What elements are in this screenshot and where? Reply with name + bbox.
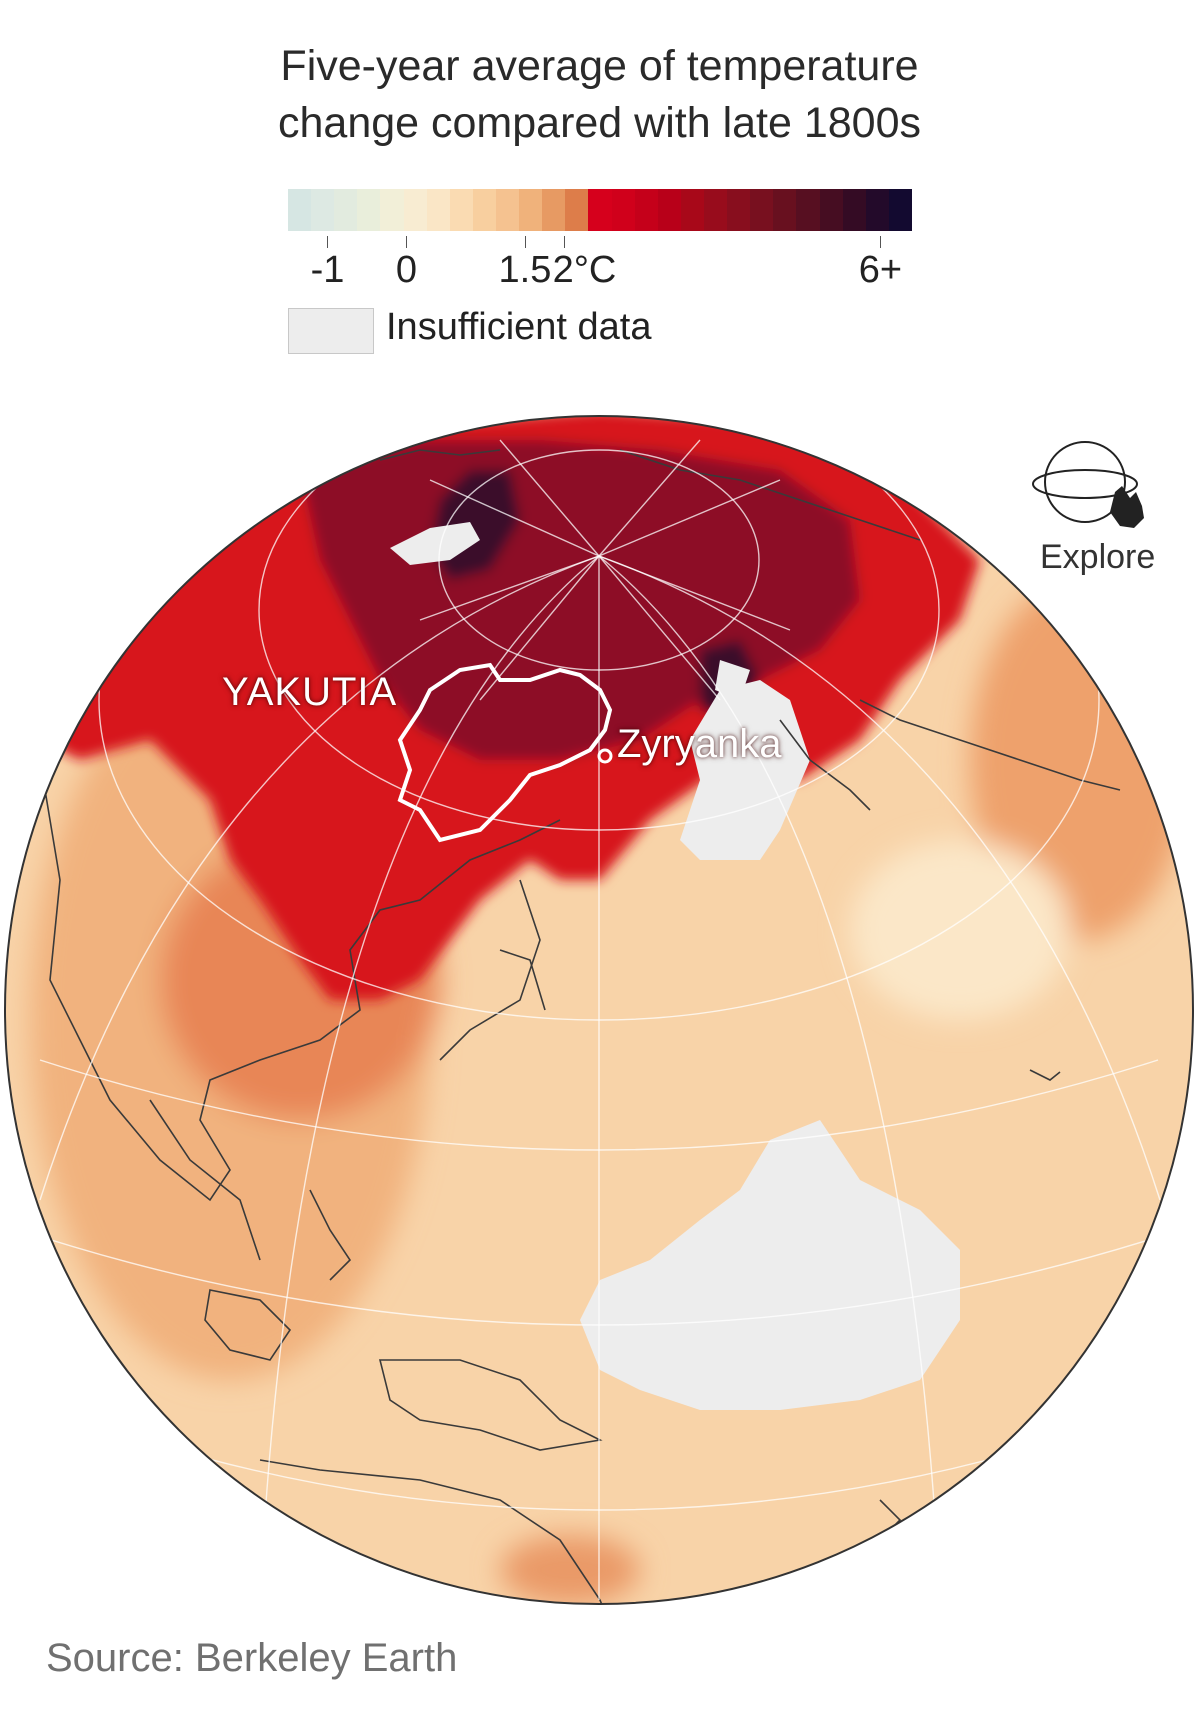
legend-swatch <box>588 189 612 231</box>
legend-swatch <box>449 189 473 231</box>
nodata-label: Insufficient data <box>386 306 652 348</box>
globe-outline <box>4 415 1194 1605</box>
graticule <box>19 416 1181 1601</box>
legend-tick <box>406 236 408 248</box>
nodata-swatch <box>288 308 374 354</box>
legend-swatch <box>750 189 774 231</box>
yakutia-outline <box>397 662 613 843</box>
color-legend: -1 0 1.5 2°C 6+ <box>288 189 912 291</box>
legend-swatch <box>426 189 450 231</box>
legend-tick-label: 0 <box>395 249 418 291</box>
legend-tick <box>880 236 882 248</box>
legend-swatch <box>334 189 358 231</box>
legend-tick <box>524 236 526 248</box>
legend-swatch <box>357 189 381 231</box>
nodata-areas <box>390 522 960 1410</box>
legend-swatch <box>703 189 728 231</box>
legend-swatch <box>819 189 843 231</box>
explore-label[interactable]: Explore <box>1040 538 1156 576</box>
legend-tick <box>327 236 329 248</box>
globe-hand-icon[interactable] <box>1030 432 1170 582</box>
label-zyryanka: Zyryanka <box>617 722 782 766</box>
legend-swatch <box>680 189 704 231</box>
title-line-2: change compared with late 1800s <box>277 99 922 147</box>
legend-tick-label: 1.5 <box>498 249 552 291</box>
legend-color-bar <box>288 189 912 231</box>
legend-swatch <box>542 189 566 231</box>
legend-swatch <box>842 189 866 231</box>
nodata-australia <box>580 1120 960 1410</box>
nodata-greenland <box>390 522 480 565</box>
legend-swatch <box>888 189 912 231</box>
label-yakutia: YAKUTIA <box>222 670 398 714</box>
legend-swatch <box>727 189 751 231</box>
legend-swatch <box>403 189 427 231</box>
warm-zone-aus <box>500 1535 640 1604</box>
legend-tick-label: 2°C <box>552 249 617 291</box>
nodata-bering <box>680 680 810 860</box>
legend-swatch <box>657 189 681 231</box>
legend-tick-label: -1 <box>310 249 345 291</box>
nodata-east-siberia <box>715 660 750 700</box>
legend-swatch <box>495 189 520 231</box>
legend-swatch <box>519 189 543 231</box>
legend-swatch <box>311 189 335 231</box>
source-note: Source: Berkeley Earth <box>46 1636 458 1680</box>
chart-title: Five-year average of temperature change … <box>0 38 1199 152</box>
legend-swatch <box>796 189 820 231</box>
legend-swatch <box>634 189 658 231</box>
cool-zone-pacific <box>850 840 1070 1020</box>
legend-tick-label: 6+ <box>858 249 903 291</box>
legend-swatch <box>565 189 589 231</box>
legend-swatch <box>288 189 312 231</box>
legend-swatch <box>472 189 496 231</box>
zyryanka-marker[interactable] <box>597 748 613 764</box>
legend-swatch <box>773 189 797 231</box>
legend-swatch <box>865 189 889 231</box>
legend-tick <box>564 236 566 248</box>
legend-swatch <box>611 189 635 231</box>
legend-swatch <box>380 189 404 231</box>
title-line-1: Five-year average of temperature <box>280 42 919 90</box>
